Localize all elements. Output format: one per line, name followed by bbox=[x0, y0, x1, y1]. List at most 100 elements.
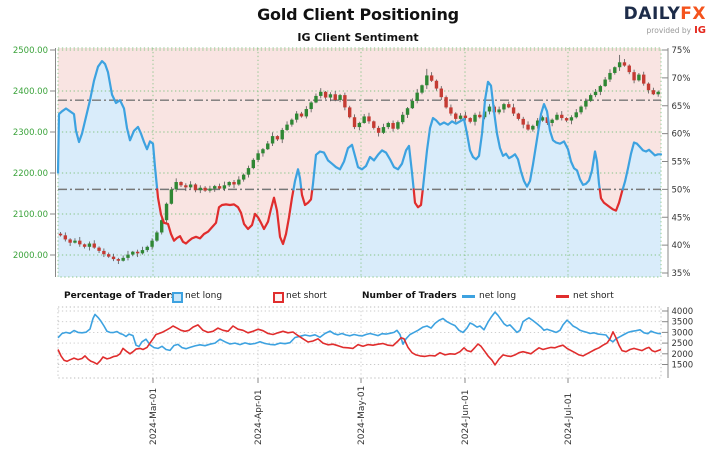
date-tick-label: 2024-Apr-01 bbox=[254, 389, 264, 445]
traders-tick-label: 1500 bbox=[672, 361, 694, 371]
candle bbox=[574, 109, 578, 119]
candle bbox=[627, 64, 631, 75]
candle bbox=[63, 232, 68, 242]
candle bbox=[521, 116, 525, 129]
traders-tick-label: 3000 bbox=[672, 328, 694, 338]
candle bbox=[232, 179, 236, 189]
candle bbox=[646, 82, 651, 94]
candle bbox=[405, 106, 410, 119]
price-tick-label: 2000.00 bbox=[13, 251, 48, 261]
candle bbox=[444, 95, 448, 109]
candle bbox=[425, 68, 429, 89]
candle bbox=[584, 98, 588, 110]
candle bbox=[550, 118, 554, 127]
candle bbox=[198, 185, 202, 194]
net-short-shaded-area bbox=[58, 48, 661, 244]
traders-tick-label: 3500 bbox=[672, 318, 694, 328]
candle bbox=[449, 104, 453, 116]
candle bbox=[608, 69, 612, 82]
candle bbox=[526, 121, 530, 131]
price-tick-label: 2500.00 bbox=[13, 46, 48, 56]
candle bbox=[531, 124, 535, 132]
percent-tick-label: 70% bbox=[672, 74, 691, 84]
candle bbox=[333, 91, 337, 102]
candle bbox=[348, 105, 352, 119]
percent-tick-label: 45% bbox=[672, 213, 691, 223]
candle bbox=[73, 238, 77, 244]
candle bbox=[107, 252, 111, 258]
candle bbox=[381, 123, 386, 135]
candle bbox=[82, 243, 87, 249]
candle bbox=[637, 72, 641, 82]
candle bbox=[304, 106, 309, 119]
candle bbox=[391, 120, 395, 132]
legend-number-heading: Number of Traders bbox=[362, 291, 457, 301]
sentiment-line-segment bbox=[598, 188, 624, 212]
candle bbox=[256, 150, 260, 162]
candle bbox=[188, 181, 193, 189]
candle bbox=[92, 240, 96, 249]
candle bbox=[87, 241, 92, 251]
price-tick-label: 2300.00 bbox=[13, 128, 48, 138]
date-tick-label: 2024-May-01 bbox=[357, 386, 367, 445]
percent-tick-label: 65% bbox=[672, 102, 691, 112]
legend-percentage-heading: Percentage of Traders bbox=[64, 291, 177, 301]
candle bbox=[564, 117, 569, 123]
candle bbox=[357, 121, 362, 131]
sentiment-line-segment bbox=[300, 188, 314, 207]
candle bbox=[251, 158, 255, 170]
candle bbox=[102, 248, 106, 258]
sentiment-line-segment bbox=[621, 141, 663, 191]
legend-net-short-line-label: net short bbox=[573, 291, 614, 301]
traders-series-net-long bbox=[57, 311, 662, 352]
candle bbox=[294, 111, 299, 123]
legend-net-short-label: net short bbox=[286, 291, 327, 301]
candle bbox=[97, 246, 101, 253]
candle bbox=[116, 257, 121, 265]
candle bbox=[193, 183, 198, 193]
legend-net-short-swatch bbox=[273, 292, 284, 303]
candle bbox=[135, 249, 140, 258]
sentiment-line-segment bbox=[56, 60, 159, 191]
candle bbox=[140, 246, 145, 255]
percent-tick-label: 60% bbox=[672, 130, 691, 140]
ig-logo: IG bbox=[694, 25, 706, 36]
candle bbox=[78, 236, 82, 247]
legend-net-short-line-swatch bbox=[556, 295, 569, 298]
candle bbox=[131, 250, 135, 257]
dailyfx-wordmark: DAILYFX bbox=[623, 4, 706, 24]
candle bbox=[280, 127, 284, 144]
candle bbox=[376, 125, 381, 137]
candle bbox=[622, 59, 627, 67]
date-tick-label: 2024-Mar-01 bbox=[149, 388, 159, 445]
candle bbox=[458, 113, 463, 120]
candle bbox=[285, 121, 289, 132]
candle bbox=[386, 121, 390, 130]
candle bbox=[261, 147, 265, 157]
candle bbox=[68, 238, 72, 246]
candle bbox=[593, 88, 598, 98]
percent-tick-label: 50% bbox=[672, 185, 691, 195]
candle bbox=[241, 173, 246, 182]
candle bbox=[473, 112, 477, 126]
date-tick-label: 2024-Jun-01 bbox=[461, 390, 471, 445]
candle bbox=[150, 238, 154, 250]
sentiment-line-segment bbox=[412, 188, 424, 209]
percent-axis: 75% 70% 65% 60% 55% 50% 45% 40% 35% bbox=[662, 46, 690, 279]
traders-series-net-short bbox=[57, 324, 662, 366]
sentiment-line-segment bbox=[156, 188, 295, 246]
price-axis: 2500.00 2400.00 2300.00 2200.00 2100.00 2000.… bbox=[13, 46, 56, 277]
candle bbox=[478, 111, 482, 119]
candle bbox=[155, 230, 159, 242]
traders-tick-label: 4000 bbox=[672, 307, 694, 317]
sentiment-line-segment bbox=[311, 143, 415, 191]
legend-net-long-line-label: net long bbox=[479, 291, 517, 301]
provided-by-ig: provided by IG bbox=[646, 25, 706, 36]
candle bbox=[314, 93, 318, 104]
candle bbox=[569, 115, 574, 125]
reference-lines bbox=[58, 99, 661, 191]
legend-net-long-label: net long bbox=[185, 291, 223, 301]
candle bbox=[160, 217, 164, 235]
candle bbox=[497, 106, 501, 115]
